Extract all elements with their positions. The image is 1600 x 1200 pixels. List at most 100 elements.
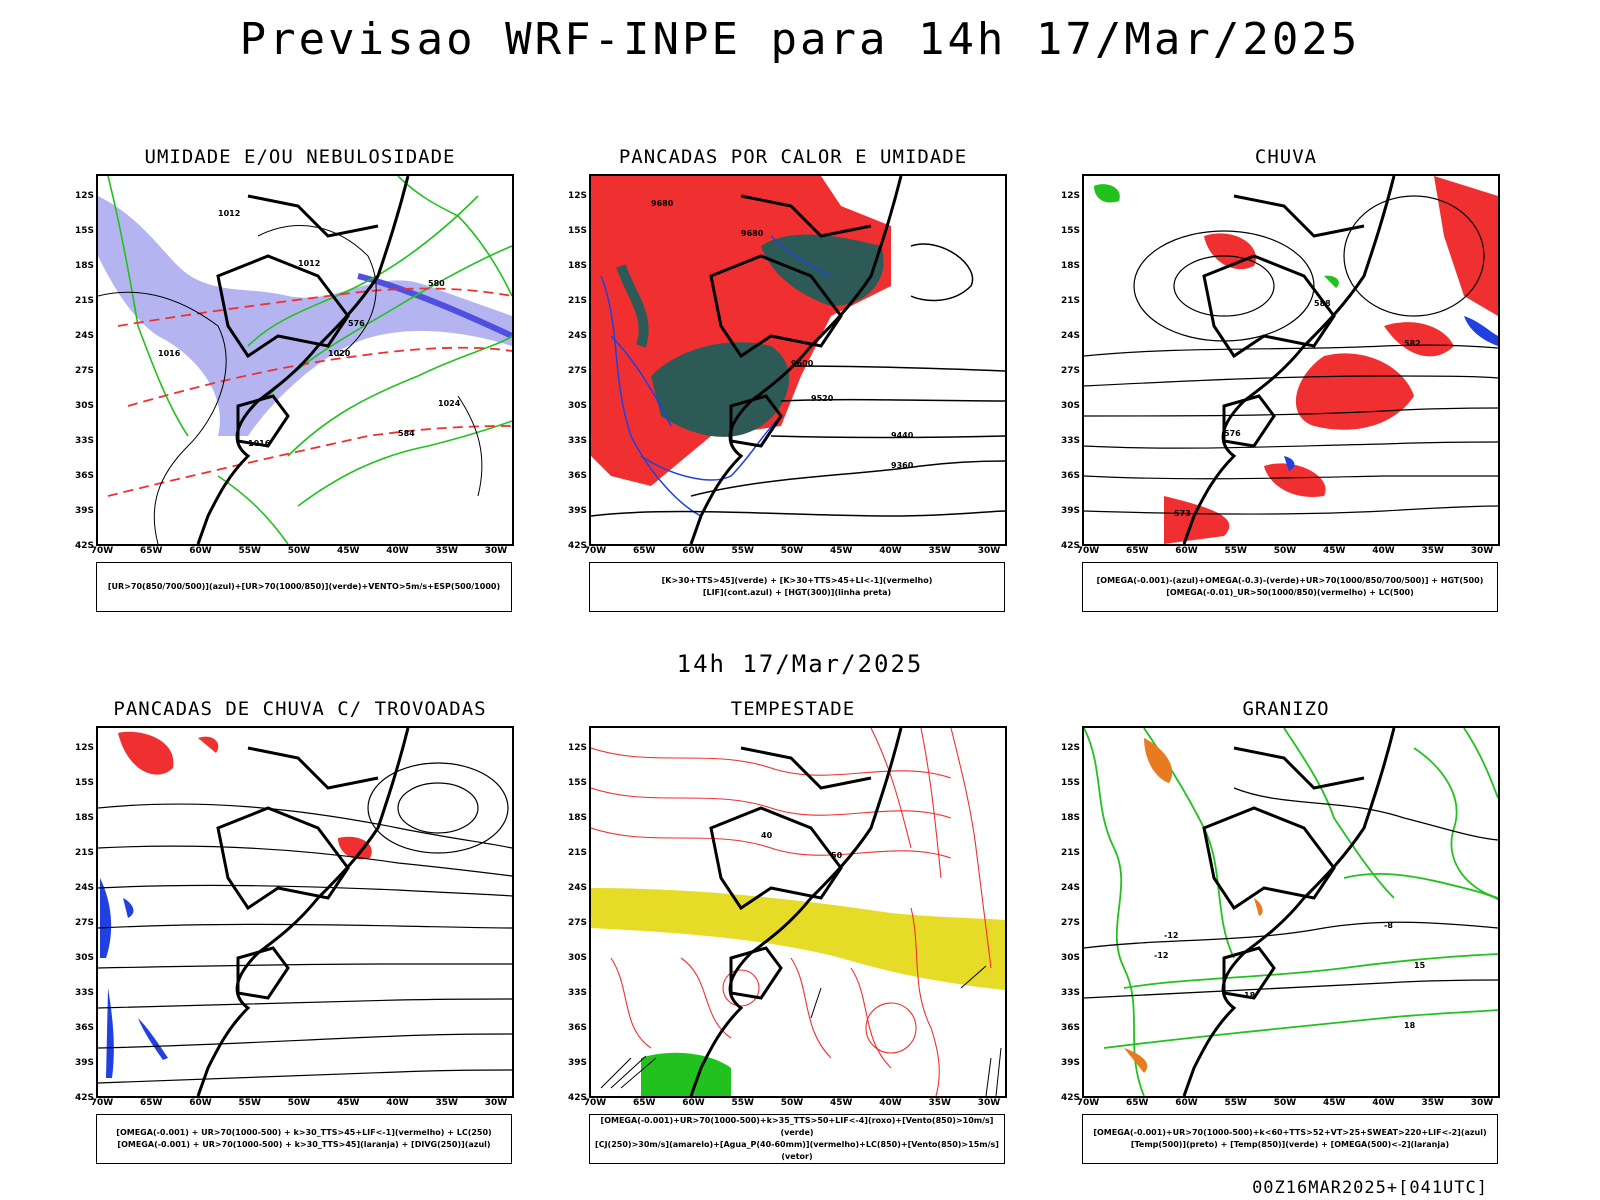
contour-label: 576 <box>1224 429 1241 438</box>
latitude-tick-label: 18S <box>567 261 587 271</box>
map-pancadas-calor: 9680 9680 9600 9520 9440 9360 <box>589 174 1007 546</box>
wind-vectors <box>600 965 1002 1096</box>
longitude-tick-label: 45W <box>830 1098 853 1108</box>
latitude-tick-label: 30S <box>567 953 587 963</box>
longitude-tick-label: 50W <box>1273 1098 1297 1108</box>
temp500-black <box>1084 787 1498 999</box>
longitude-tick-label: 50W <box>1273 546 1297 556</box>
longitude-tick-label: 30W <box>484 1098 508 1108</box>
green-contours <box>107 176 512 544</box>
panel-title: CHUVA <box>1254 146 1318 168</box>
map-graphic: 588 582 576 573 <box>1084 176 1498 544</box>
latitude-tick-label: 33S <box>567 988 587 998</box>
longitude-tick-label: 30W <box>484 546 508 556</box>
longitude-tick-label: 70W <box>1076 546 1100 556</box>
latitude-tick-label: 24S <box>1060 331 1080 341</box>
longitude-tick-label: 45W <box>830 546 853 556</box>
latitude-tick-label: 21S <box>74 848 94 858</box>
legend-line: [Temp(500)](preto) + [Temp(850)](verde) … <box>1130 1140 1450 1149</box>
green-teal-region <box>651 342 790 437</box>
red-cells <box>118 731 372 860</box>
longitude-tick-label: 60W <box>189 1098 212 1108</box>
longitude-tick-label: 60W <box>189 546 212 556</box>
contour-label: 15 <box>1414 961 1426 970</box>
longitude-tick-label: 50W <box>780 1098 804 1108</box>
latitude-tick-label: 30S <box>1060 401 1080 411</box>
longitude-tick-label: 70W <box>583 1098 607 1108</box>
longitude-tick-label: 55W <box>1224 546 1247 556</box>
legend-line: [OMEGA(-0.001) + UR>70(1000-500) + k>30_… <box>117 1140 491 1149</box>
blue-patches <box>1284 316 1498 471</box>
latitude-axis: 12S 15S 18S 21S 24S 27S 30S 33S 36S 39S 42S <box>1061 174 1082 551</box>
legend-tempestade: [OMEGA(-0.001)+UR>70(1000-500)+k>35_TTS>… <box>589 1114 1005 1164</box>
contour-label: 18 <box>1244 991 1256 1000</box>
panel-pancadas-calor: PANCADAS POR CALOR E UMIDADE 12S 15S 18S 21… <box>568 146 1013 626</box>
longitude-tick-label: 55W <box>1224 1098 1247 1108</box>
longitude-axis: 70W 65W 60W 55W 50W 45W 40W 35W 30W <box>91 1098 514 1110</box>
longitude-tick-label: 35W <box>1421 546 1444 556</box>
map-granizo: -12 -12 -8 15 18 18 <box>1082 726 1500 1098</box>
hgt300-contours <box>591 243 1005 517</box>
longitude-tick-label: 55W <box>731 546 754 556</box>
latitude-tick-label: 42S <box>1060 1093 1080 1103</box>
green-teal-region-2 <box>761 234 884 306</box>
latitude-tick-label: 27S <box>567 366 587 376</box>
red-dashed-contours <box>107 287 512 497</box>
latitude-tick-label: 39S <box>74 1058 94 1068</box>
latitude-tick-label: 36S <box>74 471 94 481</box>
longitude-tick-label: 55W <box>731 1098 754 1108</box>
latitude-tick-label: 24S <box>567 331 587 341</box>
longitude-tick-label: 30W <box>977 1098 1001 1108</box>
streamlines <box>98 762 512 1084</box>
longitude-tick-label: 40W <box>386 546 409 556</box>
latitude-tick-label: 15S <box>567 226 587 236</box>
latitude-tick-label: 24S <box>74 883 94 893</box>
latitude-axis: 12S 15S 18S 21S 24S 27S 30S 33S 36S 39S 42S <box>75 726 96 1103</box>
streamlines <box>1084 195 1498 515</box>
omega500-orange <box>1124 738 1263 1073</box>
longitude-axis: 70W 65W 60W 55W 50W 45W 40W 35W 30W <box>584 1098 1007 1110</box>
longitude-axis: 70W 65W 60W 55W 50W 45W 40W 35W 30W <box>584 546 1007 558</box>
panel-chuva: CHUVA 12S 15S 18S 21S 24S 27S 30S 33S 36S 39S 42S <box>1061 146 1506 626</box>
latitude-tick-label: 18S <box>1060 261 1080 271</box>
contour-label: 9680 <box>651 199 674 208</box>
latitude-tick-label: 12S <box>1060 191 1080 201</box>
longitude-tick-label: 60W <box>1175 546 1198 556</box>
latitude-axis: 12S 15S 18S 21S 24S 27S 30S 33S 36S 39S 42S <box>1061 726 1082 1103</box>
latitude-axis: 12S 15S 18S 21S 24S 27S 30S 33S 36S 39S 42S <box>75 174 96 551</box>
contour-label: 584 <box>398 429 415 438</box>
latitude-tick-label: 36S <box>1060 471 1080 481</box>
contour-label: 1016 <box>158 349 181 358</box>
latitude-tick-label: 33S <box>1060 436 1080 446</box>
longitude-tick-label: 60W <box>1175 1098 1198 1108</box>
latitude-tick-label: 33S <box>74 988 94 998</box>
longitude-tick-label: 40W <box>1372 1098 1395 1108</box>
latitude-tick-label: 42S <box>567 541 587 551</box>
contour-label: 1020 <box>328 349 351 358</box>
legend-line: [LIF](cont.azul) + [HGT(300)](linha pret… <box>702 588 892 597</box>
panel-umidade: UMIDADE E/OU NEBULOSIDADE 12S 15S 18S 21S 24… <box>75 146 520 626</box>
legend-line: [K>30+TTS>45](verde) + [K>30+TTS>45+LI<-… <box>661 576 933 585</box>
contour-label: 9600 <box>791 359 814 368</box>
latitude-tick-label: 15S <box>74 778 94 788</box>
coastline <box>196 728 410 1096</box>
latitude-tick-label: 42S <box>1060 541 1080 551</box>
latitude-tick-label: 33S <box>1060 988 1080 998</box>
coastline <box>689 728 903 1096</box>
coastline <box>1182 728 1396 1096</box>
map-graphic: -12 -12 -8 15 18 18 <box>1084 728 1498 1096</box>
map-graphic: 40 50 <box>591 728 1005 1096</box>
contour-label: 50 <box>831 851 843 860</box>
latitude-axis: 12S 15S 18S 21S 24S 27S 30S 33S 36S 39S 42S <box>568 174 589 551</box>
longitude-tick-label: 40W <box>386 1098 409 1108</box>
panel-title: TEMPESTADE <box>730 698 856 720</box>
latitude-tick-label: 27S <box>1060 366 1080 376</box>
contour-label: 9680 <box>741 229 764 238</box>
contour-label: -8 <box>1384 921 1393 930</box>
longitude-tick-label: 35W <box>928 1098 951 1108</box>
coastline <box>196 176 410 544</box>
latitude-tick-label: 27S <box>74 918 94 928</box>
longitude-axis: 70W 65W 60W 55W 50W 45W 40W 35W 30W <box>1077 1098 1500 1110</box>
map-chuva: 588 582 576 573 <box>1082 174 1500 546</box>
contour-label: 573 <box>1174 509 1191 518</box>
